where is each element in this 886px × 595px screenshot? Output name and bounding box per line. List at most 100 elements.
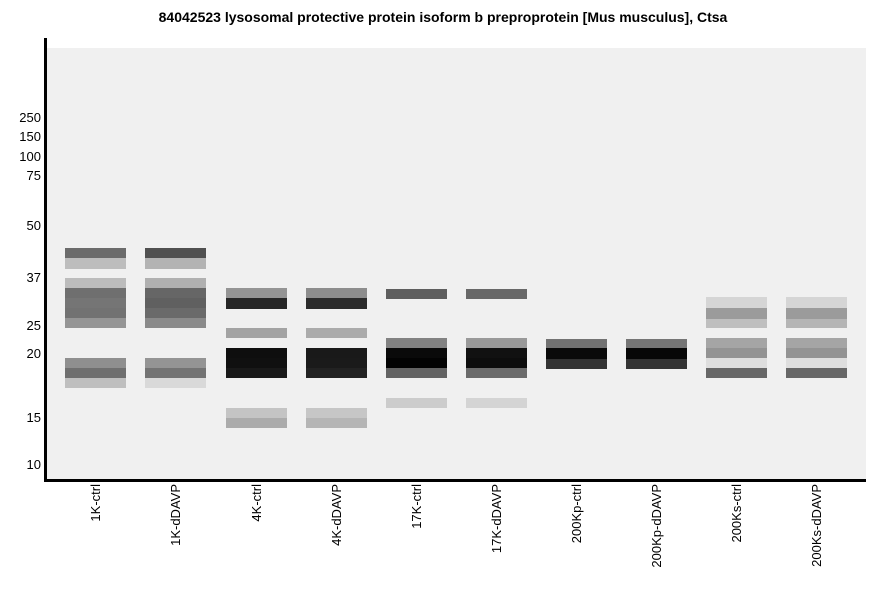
gel-band-stripe: [706, 319, 767, 328]
chart-title: 84042523 lysosomal protective protein is…: [158, 9, 728, 25]
x-lane-label: 17K-ctrl: [408, 484, 424, 529]
gel-band-stripe: [306, 368, 367, 378]
gel-band-stripe: [786, 308, 847, 319]
y-tick-label: 37: [26, 270, 41, 285]
gel-band-stripe: [706, 338, 767, 348]
gel-band-stripe: [466, 338, 527, 348]
gel-lane: [226, 0, 287, 595]
gel-lane: [386, 0, 447, 595]
y-tick-label: 150: [19, 129, 41, 144]
gel-band-stripe: [386, 398, 447, 408]
gel-band-stripe: [706, 308, 767, 319]
gel-band-stripe: [306, 358, 367, 368]
gel-band-stripe: [65, 288, 126, 298]
gel-band-stripe: [145, 258, 206, 269]
gel-band-stripe: [706, 348, 767, 358]
gel-lane: [65, 0, 126, 595]
gel-band-stripe: [65, 248, 126, 258]
gel-band-stripe: [786, 338, 847, 348]
gel-band-stripe: [65, 378, 126, 388]
x-lane-label: 200Ks-ctrl: [728, 484, 744, 543]
x-lane-label: 200Ks-dDAVP: [808, 484, 824, 567]
gel-band-stripe: [466, 368, 527, 378]
gel-lane: [626, 0, 687, 595]
gel-band-stripe: [145, 248, 206, 258]
gel-band-stripe: [65, 258, 126, 269]
gel-band-stripe: [306, 418, 367, 428]
x-lane-label: 17K-dDAVP: [488, 484, 504, 554]
x-lane-label: 4K-ctrl: [248, 484, 264, 522]
gel-band-stripe: [466, 289, 527, 299]
gel-band-stripe: [786, 297, 847, 308]
y-tick-label: 100: [19, 149, 41, 164]
gel-band-stripe: [65, 368, 126, 378]
gel-band-stripe: [145, 298, 206, 308]
gel-band-stripe: [786, 358, 847, 368]
gel-band-stripe: [386, 348, 447, 358]
gel-lane: [466, 0, 527, 595]
gel-band-stripe: [466, 398, 527, 408]
y-tick-label: 75: [26, 168, 41, 183]
gel-band-stripe: [226, 418, 287, 428]
gel-band-stripe: [546, 359, 607, 369]
gel-band-stripe: [145, 308, 206, 318]
gel-band-stripe: [145, 278, 206, 288]
gel-band-stripe: [145, 288, 206, 298]
gel-band-stripe: [626, 339, 687, 348]
gel-lane: [306, 0, 367, 595]
gel-band-stripe: [466, 348, 527, 358]
y-tick-label: 10: [26, 457, 41, 472]
x-lane-label: 1K-dDAVP: [167, 484, 183, 546]
gel-band-stripe: [626, 348, 687, 359]
x-lane-label: 4K-dDAVP: [328, 484, 344, 546]
gel-band-stripe: [306, 408, 367, 418]
gel-band-stripe: [65, 308, 126, 318]
gel-band-stripe: [226, 298, 287, 309]
gel-band-stripe: [786, 368, 847, 378]
gel-band-stripe: [145, 368, 206, 378]
gel-band-stripe: [386, 358, 447, 368]
gel-lane: [145, 0, 206, 595]
gel-band-stripe: [226, 358, 287, 368]
gel-band-stripe: [386, 368, 447, 378]
gel-band-stripe: [306, 328, 367, 338]
y-tick-label: 15: [26, 410, 41, 425]
x-lane-label: 200Kp-ctrl: [568, 484, 584, 544]
gel-band-stripe: [145, 318, 206, 328]
gel-band-stripe: [145, 378, 206, 388]
gel-band-stripe: [65, 318, 126, 328]
gel-band-stripe: [786, 319, 847, 328]
gel-band-stripe: [226, 368, 287, 378]
gel-band-stripe: [65, 298, 126, 308]
y-tick-label: 250: [19, 110, 41, 125]
x-lane-label: 200Kp-dDAVP: [648, 484, 664, 568]
gel-band-stripe: [466, 358, 527, 368]
gel-band-stripe: [65, 278, 126, 288]
gel-band-stripe: [706, 297, 767, 308]
y-axis-line: [44, 38, 47, 482]
gel-band-stripe: [386, 338, 447, 348]
x-axis-line: [44, 479, 866, 482]
y-tick-label: 50: [26, 218, 41, 233]
x-lane-label: 1K-ctrl: [87, 484, 103, 522]
gel-band-stripe: [706, 358, 767, 368]
gel-band-stripe: [145, 358, 206, 368]
gel-band-stripe: [226, 348, 287, 358]
gel-lane: [706, 0, 767, 595]
gel-band-stripe: [786, 348, 847, 358]
gel-band-stripe: [306, 298, 367, 309]
gel-lane: [786, 0, 847, 595]
gel-band-stripe: [626, 359, 687, 369]
gel-band-stripe: [306, 348, 367, 358]
gel-lane: [546, 0, 607, 595]
gel-band-stripe: [546, 339, 607, 348]
gel-band-stripe: [546, 348, 607, 359]
gel-band-stripe: [226, 288, 287, 298]
gel-band-stripe: [65, 358, 126, 368]
gel-band-stripe: [386, 289, 447, 299]
y-tick-label: 20: [26, 346, 41, 361]
gel-band-stripe: [306, 288, 367, 298]
gel-band-stripe: [226, 408, 287, 418]
gel-band-stripe: [706, 368, 767, 378]
